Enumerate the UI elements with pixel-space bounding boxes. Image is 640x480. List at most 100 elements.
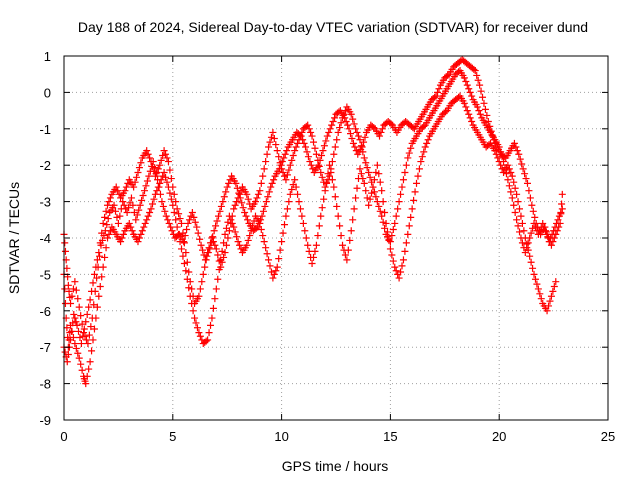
data-point-marker [86, 358, 94, 366]
data-point-marker [389, 226, 397, 234]
data-point-marker [518, 160, 526, 168]
data-point-marker [395, 274, 403, 282]
data-point-marker [349, 139, 357, 147]
x-axis-label: GPS time / hours [282, 458, 389, 474]
data-point-marker [269, 274, 277, 282]
data-point-marker [139, 192, 147, 200]
data-point-marker [288, 185, 296, 193]
data-point-marker [511, 209, 519, 217]
data-point-marker [134, 238, 142, 246]
data-point-marker [376, 132, 384, 140]
data-point-marker [85, 303, 93, 311]
data-point-marker [222, 188, 230, 196]
data-point-marker [85, 331, 93, 339]
data-point-marker [188, 209, 196, 217]
data-point-marker [234, 238, 242, 246]
data-point-marker [470, 65, 478, 73]
data-point-marker [132, 216, 140, 224]
data-point-marker [260, 238, 268, 246]
data-point-marker [90, 270, 98, 278]
data-point-marker [270, 176, 278, 184]
data-point-marker [63, 324, 71, 332]
data-point-marker [163, 154, 171, 162]
data-point-marker [323, 132, 331, 140]
data-point-marker [555, 223, 563, 231]
data-point-marker [186, 278, 194, 286]
data-point-marker [283, 147, 291, 155]
data-point-marker [344, 121, 352, 129]
data-point-marker [161, 207, 169, 215]
data-point-marker [331, 114, 339, 122]
data-point-marker [278, 238, 286, 246]
data-point-marker [319, 147, 327, 155]
data-point-marker [68, 292, 76, 300]
data-point-marker [249, 222, 257, 230]
data-point-marker [233, 184, 241, 192]
data-point-marker [254, 223, 262, 231]
data-point-marker [61, 239, 69, 247]
data-point-marker [360, 154, 368, 162]
data-point-marker [432, 92, 440, 100]
data-point-marker [146, 154, 154, 162]
data-point-marker [234, 194, 242, 202]
data-point-marker [119, 198, 127, 206]
data-point-marker [414, 172, 422, 180]
data-point-marker [65, 287, 73, 295]
data-point-marker [303, 148, 311, 156]
data-point-marker [114, 219, 122, 227]
data-point-marker [70, 310, 78, 318]
data-point-marker [207, 321, 215, 329]
data-point-marker [116, 212, 124, 220]
data-point-marker [523, 179, 531, 187]
data-point-marker [137, 159, 145, 167]
data-point-marker [334, 128, 342, 136]
data-point-marker [118, 234, 126, 242]
data-point-marker [205, 329, 213, 337]
data-point-marker [128, 227, 136, 235]
data-point-marker [192, 319, 200, 327]
data-point-marker [552, 230, 560, 238]
data-point-marker [520, 227, 528, 235]
data-point-marker [317, 212, 325, 220]
data-point-marker [356, 165, 364, 173]
data-point-marker [135, 164, 143, 172]
data-point-marker [476, 110, 484, 118]
data-point-marker [241, 209, 249, 217]
data-point-marker [463, 81, 471, 89]
data-point-marker [394, 205, 402, 213]
data-point-marker [557, 210, 565, 218]
data-point-marker [208, 234, 216, 242]
data-point-marker [510, 201, 518, 209]
data-point-marker [270, 135, 278, 143]
data-point-marker [510, 139, 518, 147]
data-point-marker [212, 245, 220, 253]
data-point-marker [312, 241, 320, 249]
data-point-marker [209, 233, 217, 241]
data-point-marker [157, 176, 165, 184]
data-point-marker [526, 252, 534, 260]
data-point-marker [357, 170, 365, 178]
data-point-marker [497, 148, 505, 156]
data-point-marker [407, 144, 415, 152]
data-point-marker [214, 251, 222, 259]
data-point-marker [339, 241, 347, 249]
data-point-marker [558, 200, 566, 208]
data-point-marker [134, 168, 142, 176]
data-point-marker [404, 154, 412, 162]
data-point-marker [460, 99, 468, 107]
data-point-marker [462, 77, 470, 85]
data-point-marker [512, 143, 520, 151]
data-point-marker [368, 178, 376, 186]
data-point-marker [96, 252, 104, 260]
data-point-marker [298, 128, 306, 136]
data-point-marker [178, 245, 186, 253]
data-point-marker [232, 179, 240, 187]
data-point-marker [533, 280, 541, 288]
y-tick-label: -2 [39, 158, 51, 173]
data-point-marker [247, 227, 255, 235]
data-point-marker [266, 138, 274, 146]
data-point-marker [526, 234, 534, 242]
data-point-marker [209, 304, 217, 312]
series-track-b [60, 92, 560, 388]
